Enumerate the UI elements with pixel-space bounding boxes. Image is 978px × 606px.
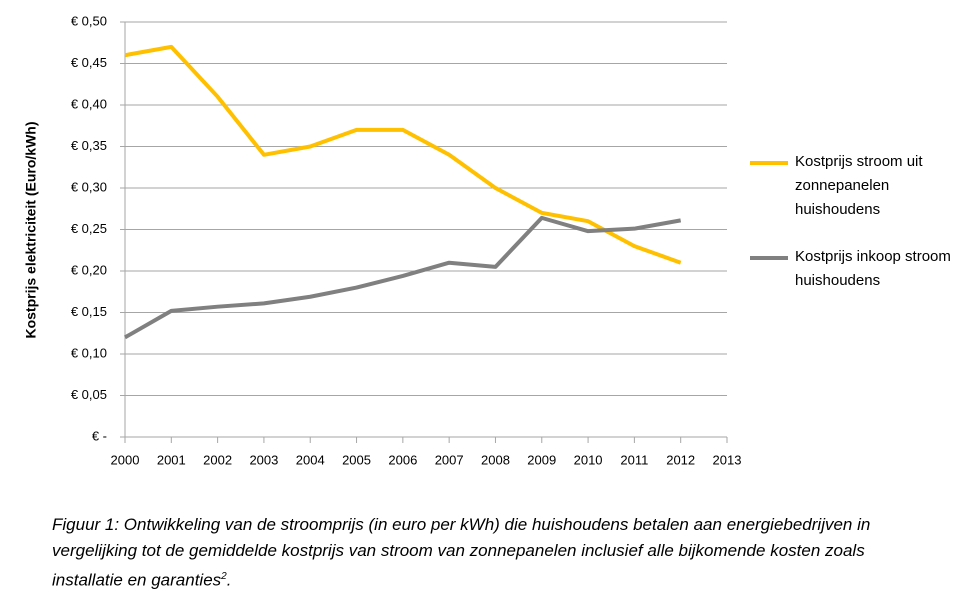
y-tick-label: € 0,25 — [71, 221, 107, 236]
x-tick-label: 2002 — [203, 452, 232, 467]
x-tick-label: 2012 — [666, 452, 695, 467]
y-tick-label: € 0,20 — [71, 262, 107, 277]
caption-superscript: 2 — [221, 571, 227, 582]
legend-swatch — [750, 161, 788, 165]
x-tick-label: 2010 — [574, 452, 603, 467]
caption-end: . — [226, 570, 232, 590]
y-tick-label: € 0,15 — [71, 304, 107, 319]
x-tick-label: 2003 — [249, 452, 278, 467]
series-line — [124, 44, 682, 265]
y-tick-label: € 0,35 — [71, 138, 107, 153]
y-tick-label: € 0,05 — [71, 387, 107, 402]
caption-text: Figuur 1: Ontwikkeling van de stroomprij… — [52, 515, 871, 590]
x-tick-label: 2006 — [388, 452, 417, 467]
x-tick-label: 2011 — [620, 452, 648, 467]
y-tick-label: € 0,30 — [71, 179, 107, 194]
legend-label: Kostprijs stroom uit zonnepanelen huisho… — [795, 153, 923, 218]
y-tick-label: € - — [92, 428, 107, 443]
y-tick-label: € 0,45 — [71, 55, 107, 70]
x-tick-label: 2005 — [342, 452, 371, 467]
x-tick-label: 2009 — [527, 452, 556, 467]
caption: Figuur 1: Ontwikkeling van de stroomprij… — [52, 512, 932, 594]
x-tick-label: 2008 — [481, 452, 510, 467]
series-line — [124, 215, 682, 340]
x-tick-label: 2001 — [157, 452, 186, 467]
x-tick-label: 2004 — [296, 452, 325, 467]
legend-swatch — [750, 256, 788, 260]
y-tick-label: € 0,50 — [71, 13, 107, 28]
y-tick-label: € 0,10 — [71, 345, 107, 360]
x-tick-label: 2007 — [435, 452, 464, 467]
legend-label: Kostprijs inkoop stroom huishoudens — [795, 248, 951, 289]
x-tick-label: 2000 — [111, 452, 140, 467]
y-axis-label: Kostprijs elektriciteit (Euro/kWh) — [23, 121, 39, 338]
y-tick-label: € 0,40 — [71, 96, 107, 111]
x-tick-label: 2013 — [713, 452, 742, 467]
